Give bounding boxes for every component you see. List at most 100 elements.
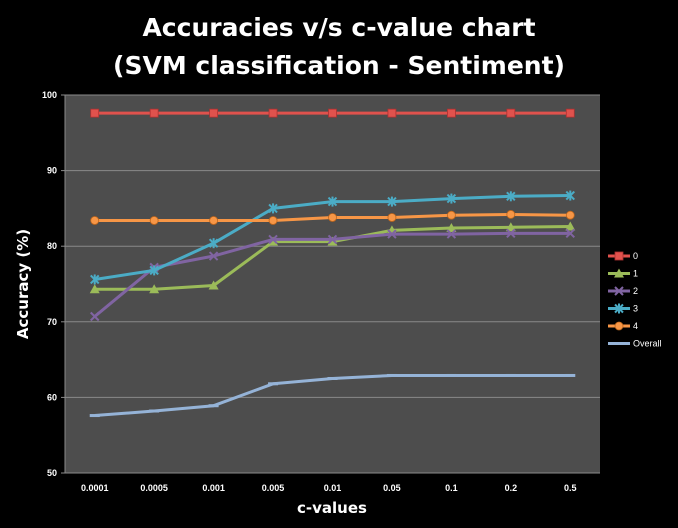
legend-item: 1	[608, 268, 638, 279]
data-point	[327, 234, 338, 245]
x-axis-ticks: 0.0001 0.0005 0.001 0.005 0.01 0.05 0.1 0.2 0.5	[81, 483, 577, 493]
data-point	[446, 223, 457, 233]
data-point	[328, 108, 337, 118]
data-point	[446, 229, 457, 239]
data-point	[328, 213, 337, 222]
legend-label: 3	[633, 304, 638, 314]
data-point	[208, 238, 219, 249]
data-point	[149, 108, 159, 118]
data-point-stroke	[565, 228, 575, 239]
data-point	[387, 196, 397, 207]
data-point	[386, 373, 397, 377]
x-axis-label: c-values	[297, 499, 367, 517]
data-point	[446, 373, 457, 377]
data-point-stroke	[327, 234, 338, 245]
series-overall	[89, 373, 576, 418]
y-tick-label: 70	[47, 317, 57, 327]
y-tick-label: 90	[47, 166, 57, 176]
data-point	[149, 284, 160, 294]
series-group	[89, 108, 576, 418]
y-tick-label: 80	[47, 241, 57, 251]
data-point	[327, 196, 338, 207]
x-tick-label: 0.005	[262, 483, 285, 493]
data-point	[505, 373, 516, 377]
data-point	[506, 191, 516, 202]
plot-area	[65, 95, 600, 473]
chart-title-line2: (SVM classification - Sentiment)	[113, 51, 565, 80]
legend-marker-stroke	[614, 286, 624, 296]
data-point	[565, 228, 575, 239]
data-point	[565, 108, 575, 118]
series-1	[89, 221, 576, 294]
data-point	[208, 251, 219, 261]
data-point	[565, 190, 575, 201]
data-point	[268, 203, 278, 214]
data-point	[446, 210, 456, 220]
x-tick-label: 0.2	[505, 483, 518, 493]
x-tick-label: 0.5	[564, 483, 577, 493]
data-point	[506, 228, 516, 239]
legend-marker	[614, 268, 624, 278]
y-tick-label: 50	[47, 468, 57, 478]
series-0	[90, 108, 575, 118]
legend-label: Overall	[633, 339, 662, 349]
data-point	[209, 216, 219, 225]
data-point	[90, 108, 100, 118]
data-point	[268, 382, 279, 386]
data-point	[208, 404, 219, 408]
legend-marker	[614, 321, 624, 331]
data-point	[89, 414, 100, 418]
legend-item: 4	[608, 321, 638, 331]
legend-item: Overall	[608, 339, 662, 349]
data-point	[506, 210, 516, 219]
data-point	[90, 311, 100, 322]
x-tick-label: 0.001	[202, 483, 225, 493]
data-point	[505, 222, 516, 232]
data-point	[565, 373, 576, 377]
data-point	[387, 108, 397, 118]
data-point	[90, 216, 100, 225]
data-point	[268, 216, 278, 225]
legend-item: 2	[608, 286, 638, 296]
y-tick-label: 60	[47, 392, 57, 402]
data-point	[268, 234, 278, 245]
data-point	[268, 236, 279, 246]
data-point-stroke	[387, 229, 397, 239]
data-point-stroke	[446, 229, 457, 239]
y-axis-ticks: 100 90 80 70 60 50	[42, 90, 57, 478]
data-point	[149, 216, 159, 225]
data-point	[89, 284, 100, 294]
data-point	[387, 229, 397, 239]
legend-marker	[614, 342, 624, 345]
data-point	[327, 236, 338, 246]
y-axis-label: Accuracy (%)	[14, 229, 32, 339]
legend-item: 3	[608, 303, 638, 314]
series-2	[90, 228, 575, 322]
y-tick-label: 100	[42, 90, 57, 100]
x-tick-label: 0.0005	[140, 483, 168, 493]
x-tick-label: 0.0001	[81, 483, 109, 493]
legend-label: 1	[633, 269, 638, 279]
data-point	[446, 193, 457, 204]
series-4	[90, 210, 575, 225]
data-point-stroke	[268, 234, 278, 245]
legend-item: 0	[608, 251, 638, 261]
data-point-stroke	[208, 251, 219, 261]
legend-marker	[614, 251, 624, 261]
data-point	[565, 221, 576, 231]
gridlines	[61, 94, 600, 474]
legend-label: 0	[633, 251, 638, 261]
x-tick-label: 0.01	[324, 483, 342, 493]
data-point	[149, 265, 159, 276]
data-point-stroke	[90, 311, 100, 322]
data-point-stroke	[506, 228, 516, 239]
data-point	[506, 108, 516, 118]
x-tick-label: 0.1	[445, 483, 458, 493]
data-point	[90, 274, 100, 285]
data-point	[565, 210, 575, 220]
legend-marker	[614, 286, 624, 296]
chart-title-line1: Accuracies v/s c-value chart	[142, 13, 535, 42]
data-point	[387, 213, 397, 222]
data-point	[209, 108, 219, 118]
